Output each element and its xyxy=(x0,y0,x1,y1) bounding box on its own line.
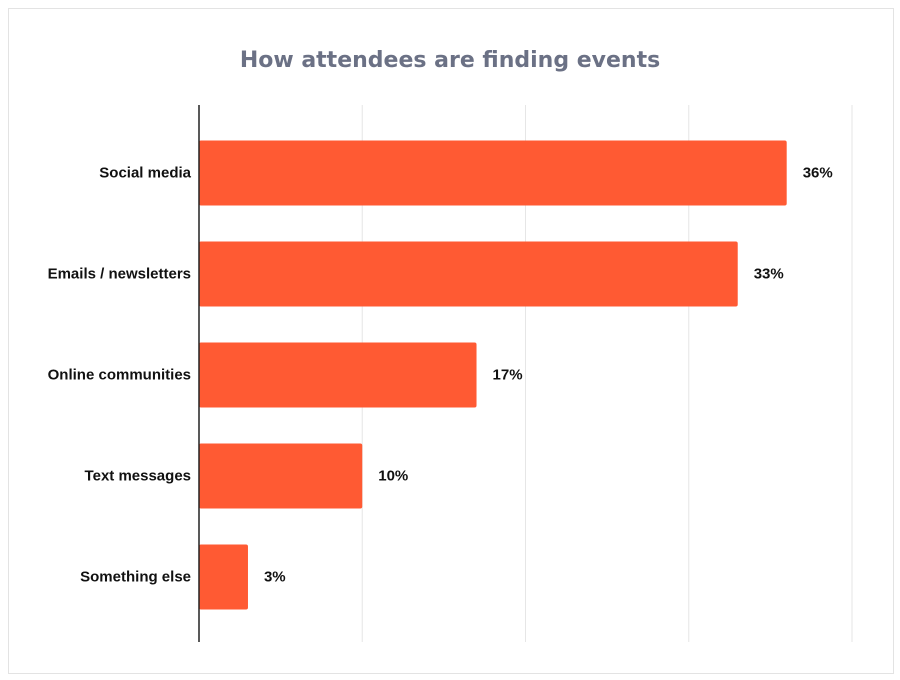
category-label: Something else xyxy=(80,569,191,586)
value-label: 3% xyxy=(264,569,286,586)
bar xyxy=(199,544,248,610)
labels: Social media 36% Emails / newsletters 33% On… xyxy=(48,165,833,586)
bar xyxy=(199,140,787,206)
value-label: 36% xyxy=(803,165,833,182)
chart-card xyxy=(8,8,894,674)
category-label: Social media xyxy=(99,165,191,182)
bar xyxy=(199,342,477,408)
category-label: Text messages xyxy=(85,468,191,485)
chart-title: How attendees are finding events xyxy=(239,48,661,73)
bar xyxy=(199,443,363,509)
bar xyxy=(199,241,738,307)
value-label: 17% xyxy=(493,367,523,384)
bars xyxy=(199,140,787,610)
category-label: Online communities xyxy=(48,367,191,384)
value-label: 10% xyxy=(378,468,408,485)
category-label: Emails / newsletters xyxy=(48,266,191,283)
value-label: 33% xyxy=(754,266,784,283)
